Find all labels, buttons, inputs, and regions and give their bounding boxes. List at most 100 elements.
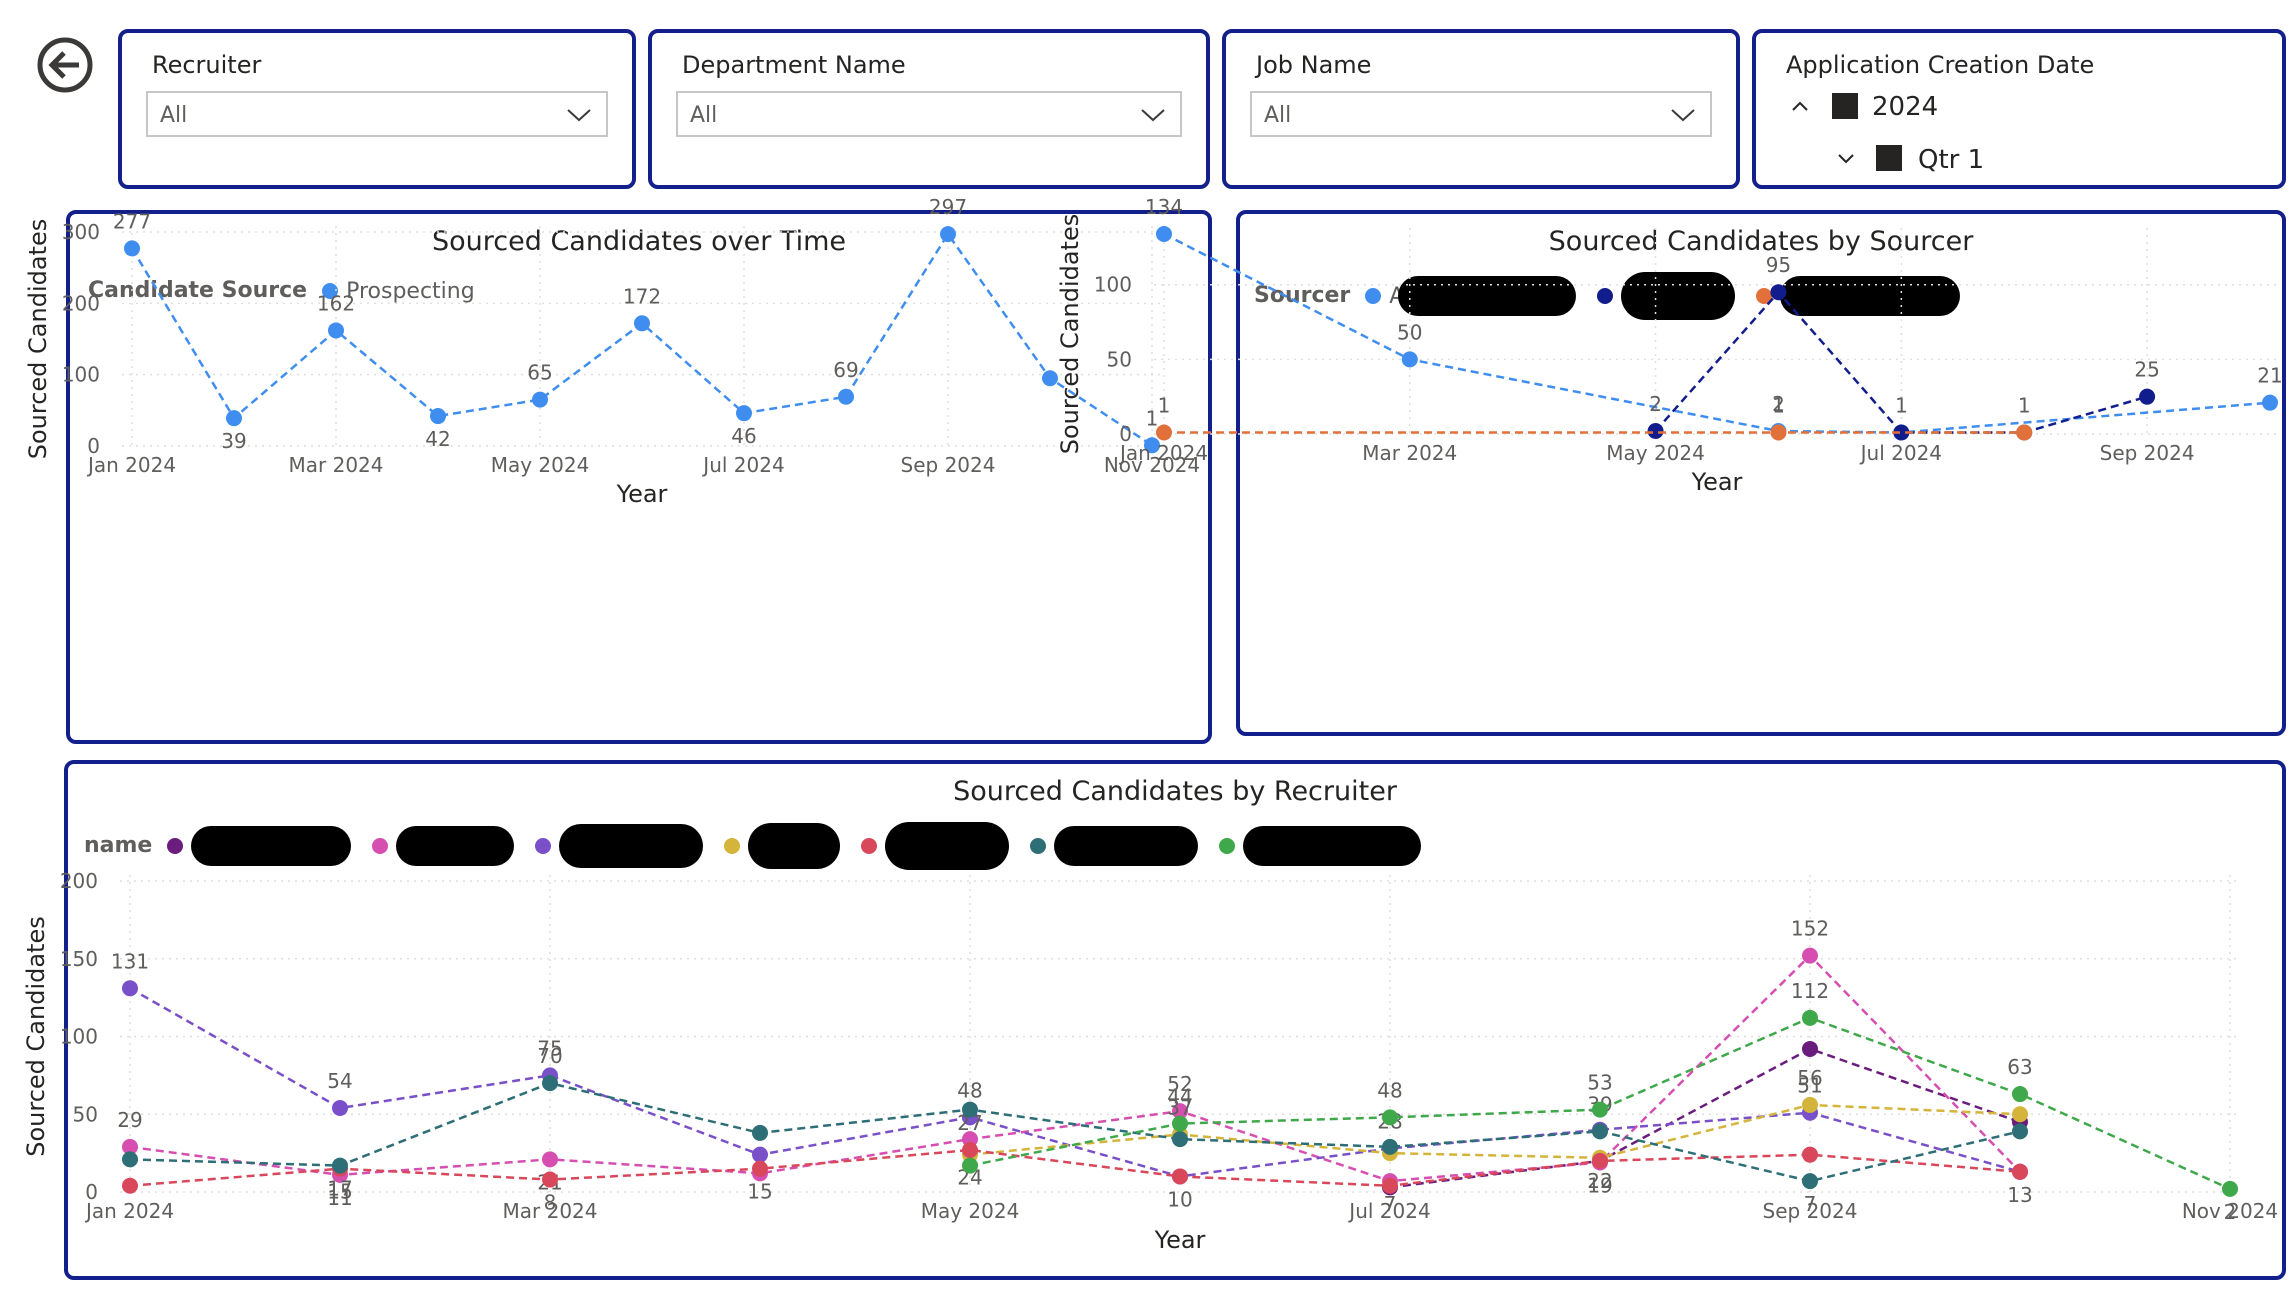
chevron-down-icon[interactable] (1836, 151, 1856, 165)
recruiter-slicer: Recruiter All (118, 29, 636, 189)
chevron-up-icon[interactable] (1790, 99, 1810, 113)
legend-dot (372, 838, 389, 854)
legend-item-sourcer-1[interactable]: A (1365, 276, 1577, 316)
chart-legend: Candidate Source Prospecting (88, 278, 489, 304)
chart-card-by-sourcer: Sourced Candidates by Sourcer Sourcer A … (1056, 195, 2286, 736)
y-tick-label: 0 (85, 1180, 98, 1204)
legend-item-recruiter-5[interactable] (861, 822, 1010, 870)
legend-dot (322, 283, 339, 299)
redaction-bar (1621, 272, 1736, 320)
legend-item-recruiter-2[interactable] (372, 826, 515, 866)
data-point (542, 1151, 558, 1168)
data-label: 134 (1145, 195, 1183, 219)
x-tick-label: May 2024 (491, 453, 590, 477)
data-label: 69 (833, 358, 858, 382)
quarter-checkbox[interactable] (1876, 145, 1902, 171)
chart-card-by-recruiter: Sourced Candidates by Recruiter name (22, 760, 2286, 1280)
data-label: 25 (2134, 358, 2159, 382)
data-point (122, 980, 138, 997)
data-point (1401, 351, 1418, 368)
legend-item-recruiter-6[interactable] (1030, 826, 1199, 866)
x-tick-label: May 2024 (921, 1199, 1020, 1223)
legend-label: Prospecting (346, 278, 475, 304)
series-line (1389, 1047, 2021, 1189)
data-label: 11 (327, 1186, 352, 1210)
series-line (1163, 232, 2271, 434)
data-point (1172, 1131, 1188, 1148)
chart-title: Sourced Candidates over Time (431, 226, 846, 257)
legend-item-recruiter-7[interactable] (1219, 826, 1422, 866)
department-slicer-title: Department Name (682, 51, 906, 79)
x-tick-label: Mar 2024 (503, 1199, 598, 1223)
line-chart-by-recruiter: 0 50 100 150 200 Jan 2024 Mar 2024 May 2024 Jul … (22, 869, 2278, 1254)
legend-dot (1030, 838, 1047, 854)
data-point (2262, 394, 2278, 411)
department-dropdown[interactable]: All (676, 91, 1182, 137)
job-dropdown-value: All (1264, 103, 1292, 128)
data-point (1893, 424, 1910, 441)
legend-item-recruiter-4[interactable] (724, 823, 841, 869)
x-tick-label: Mar 2024 (289, 453, 384, 477)
data-label: 44 (1167, 1085, 1192, 1109)
legend-item-sourcer-3[interactable] (1756, 276, 1961, 316)
chevron-down-icon (567, 109, 591, 122)
year-checkbox[interactable] (1832, 93, 1858, 119)
data-point (542, 1171, 558, 1188)
legend-item-sourcer-2[interactable] (1597, 272, 1736, 320)
x-tick-label: Jul 2024 (1347, 1199, 1430, 1223)
data-point (1802, 1096, 1818, 1113)
line-chart-by-sourcer: 0 50 100 Jan 2024 Mar 2024 May 2024 Jul 2024 Se… (1056, 195, 2283, 496)
data-point (122, 1177, 138, 1194)
data-label: 21 (2257, 364, 2282, 388)
y-tick-label: 200 (62, 291, 100, 315)
legend-dot (1365, 288, 1382, 304)
data-label: 131 (111, 949, 149, 973)
legend-item-prospecting[interactable]: Prospecting (322, 279, 475, 304)
data-point (1592, 1123, 1608, 1140)
data-point (332, 1157, 348, 1174)
redaction-bar (559, 824, 704, 868)
y-axis-title: Sourced Candidates (1056, 214, 1084, 455)
chart-card-over-time: Sourced Candidates over Time Candidate S… (24, 195, 1212, 744)
data-point (1382, 1109, 1398, 1126)
x-tick-label: Sep 2024 (2100, 441, 2195, 465)
data-label: 152 (1791, 917, 1829, 941)
legend-item-recruiter-1[interactable] (167, 826, 352, 866)
redaction-bar (885, 822, 1010, 870)
department-slicer: Department Name All (648, 29, 1210, 189)
data-label: 70 (537, 1044, 562, 1068)
redaction-bar (396, 826, 515, 866)
y-tick-label: 200 (60, 869, 98, 893)
data-point (1770, 424, 1787, 441)
department-dropdown-value: All (690, 103, 718, 128)
data-point (752, 1160, 768, 1177)
legend-item-recruiter-3[interactable] (535, 824, 704, 868)
recruiter-dropdown[interactable]: All (146, 91, 608, 137)
x-tick-label: Jul 2024 (1859, 441, 1942, 465)
x-tick-label: Jul 2024 (701, 453, 784, 477)
data-point (226, 410, 242, 427)
data-label: 54 (327, 1069, 352, 1093)
data-label: 75 (537, 1036, 562, 1060)
data-label: 29 (117, 1108, 142, 1132)
data-point (962, 1101, 978, 1118)
series-line (130, 231, 1153, 447)
back-arrow-icon[interactable] (36, 36, 94, 94)
date-slicer: Application Creation Date 2024 Qtr 1 (1752, 29, 2286, 189)
data-label: 1 (1895, 394, 1908, 418)
y-tick-label: 0 (87, 434, 100, 458)
y-tick-label: 50 (1107, 347, 1132, 371)
data-point (962, 1157, 978, 1174)
data-label: 95 (1766, 253, 1791, 277)
data-point (328, 322, 344, 339)
x-tick-label: Nov 2024 (1104, 453, 1200, 477)
chart-title: Sourced Candidates by Recruiter (953, 776, 1397, 807)
data-point (1802, 1173, 1818, 1190)
quarter-label: Qtr 1 (1918, 145, 1985, 175)
x-tick-label: Jan 2024 (84, 1199, 174, 1223)
job-dropdown[interactable]: All (1250, 91, 1712, 137)
series-line (129, 1081, 2021, 1183)
recruiter-slicer-title: Recruiter (152, 51, 262, 79)
data-label: 1 (2018, 394, 2031, 418)
y-tick-label: 150 (60, 947, 98, 971)
